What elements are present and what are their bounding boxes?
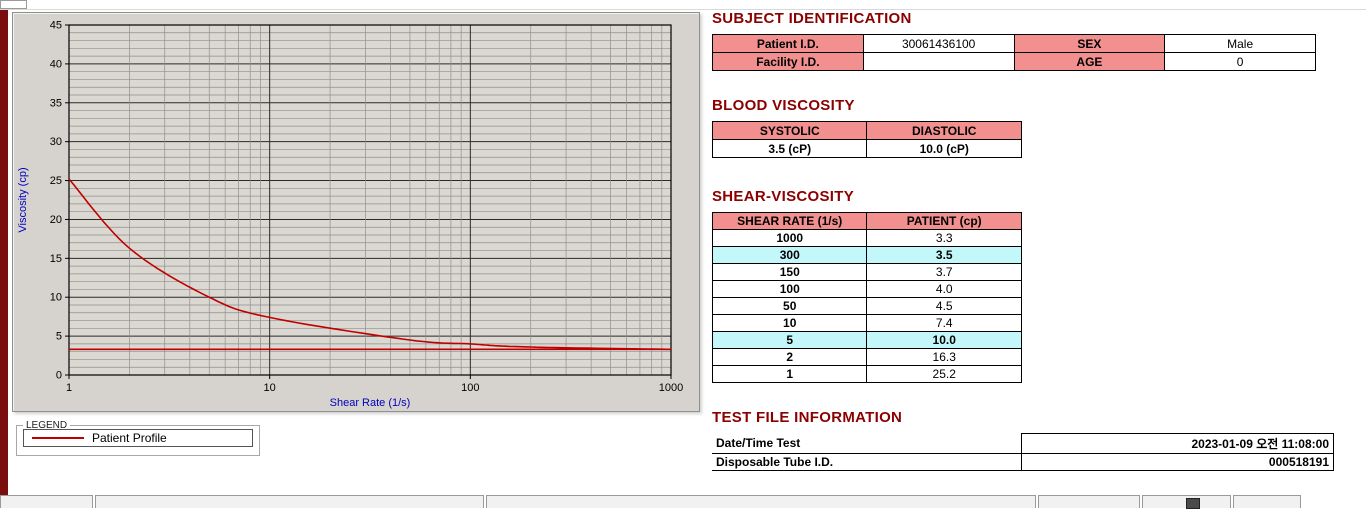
patient-value-cell: 4.0 [866,280,1022,298]
subject-identification-table: Patient I.D. 30061436100 SEX Male Facili… [712,34,1316,71]
viscosity-chart-panel: 0 5 10 15 20 25 30 35 40 45 1 10 100 1000 Shear Rate (… [12,12,700,412]
test-file-table: Date/Time Test 2023-01-09 오전 11:08:00 Di… [712,433,1334,471]
top-left-notch [0,0,27,9]
legend-title: LEGEND [26,420,68,431]
bottom-toolbar [0,495,1366,509]
left-accent-bar [0,10,8,508]
patient-value-cell: 3.5 [866,246,1022,264]
patient-value-cell: 10.0 [866,331,1022,349]
svg-text:25: 25 [50,175,62,187]
table-row: Patient I.D. 30061436100 SEX Male [712,34,1316,53]
svg-text:35: 35 [50,97,62,109]
shear-rate-cell: 2 [711,348,868,366]
diastolic-value: 10.0 (cP) [866,139,1022,158]
shear-rate-cell: 300 [711,246,868,264]
shear-rate-header: SHEAR RATE (1/s) [711,212,868,230]
patient-value-cell: 25.2 [866,365,1022,383]
legend-group: LEGEND Patient Profile [16,420,260,456]
blood-viscosity-table: SYSTOLIC DIASTOLIC 3.5 (cP) 10.0 (cP) [711,121,1022,158]
legend-entry-label: Patient Profile [92,431,167,445]
patient-value-cell: 7.4 [866,314,1022,332]
svg-text:0: 0 [56,370,62,382]
shear-rate-cell: 1000 [711,229,868,247]
table-row: 150 3.7 [711,263,1022,281]
svg-text:100: 100 [461,382,479,394]
table-row: 1 25.2 [711,365,1022,383]
svg-text:15: 15 [50,253,62,265]
systolic-header: SYSTOLIC [711,121,868,140]
toolbar-button[interactable] [1142,495,1231,509]
svg-text:1: 1 [66,382,72,394]
svg-text:Viscosity (cp): Viscosity (cp) [17,167,29,232]
viscosity-chart-svg: 0 5 10 15 20 25 30 35 40 45 1 10 100 1000 Shear Rate (… [17,20,683,410]
svg-text:1000: 1000 [659,382,683,394]
patient-id-label: Patient I.D. [712,34,864,53]
table-row: Facility I.D. AGE 0 [712,52,1316,71]
shear-rate-cell: 50 [711,297,868,315]
shear-rate-cell: 10 [711,314,868,332]
svg-text:Shear Rate (1/s): Shear Rate (1/s) [330,397,411,409]
svg-text:45: 45 [50,20,62,32]
disposable-tube-id-value: 000518191 [1021,453,1334,471]
toolbar-button[interactable] [486,495,1036,508]
svg-text:10: 10 [264,382,276,394]
svg-text:5: 5 [56,331,62,343]
toolbar-dark-icon[interactable] [1186,498,1200,509]
right-column: SUBJECT IDENTIFICATION Patient I.D. 3006… [711,10,1336,471]
toolbar-button[interactable] [95,495,484,508]
patient-value-cell: 4.5 [866,297,1022,315]
shear-rate-cell: 150 [711,263,868,281]
svg-text:10: 10 [50,292,62,304]
legend-entry: Patient Profile [23,429,253,447]
subject-identification-title: SUBJECT IDENTIFICATION [712,10,912,27]
age-label: AGE [1013,52,1166,71]
table-header-row: SHEAR RATE (1/s) PATIENT (cp) [711,212,1022,230]
shear-rate-cell: 100 [711,280,868,298]
shear-rate-cell: 1 [711,365,868,383]
shear-viscosity-title: SHEAR-VISCOSITY [712,188,855,205]
blood-viscosity-title: BLOOD VISCOSITY [712,97,855,114]
table-row: 100 4.0 [711,280,1022,298]
systolic-value: 3.5 (cP) [711,139,868,158]
svg-text:30: 30 [50,136,62,148]
shear-viscosity-table: SHEAR RATE (1/s) PATIENT (cp) 1000 3.3 30… [711,212,1022,383]
toolbar-button[interactable] [1233,495,1301,508]
patient-value-cell: 3.7 [866,263,1022,281]
table-row: 50 4.5 [711,297,1022,315]
shear-rate-cell: 5 [711,331,868,349]
toolbar-button[interactable] [0,495,93,508]
patient-value-cell: 16.3 [866,348,1022,366]
sex-label: SEX [1013,34,1166,53]
diastolic-header: DIASTOLIC [866,121,1022,140]
disposable-tube-id-label: Disposable Tube I.D. [712,453,1023,471]
table-row: 3.5 (cP) 10.0 (cP) [711,139,1022,158]
date-time-test-value: 2023-01-09 오전 11:08:00 [1021,433,1334,454]
table-row: SYSTOLIC DIASTOLIC [711,121,1022,140]
test-file-information-title: TEST FILE INFORMATION [712,409,903,426]
table-row: 5 10.0 [711,331,1022,349]
table-row: Date/Time Test 2023-01-09 오전 11:08:00 [712,433,1334,454]
age-value: 0 [1164,52,1316,71]
svg-text:20: 20 [50,214,62,226]
table-row: 2 16.3 [711,348,1022,366]
date-time-test-label: Date/Time Test [712,433,1023,454]
top-strip [0,0,1366,10]
patient-cp-header: PATIENT (cp) [866,212,1022,230]
table-row: 300 3.5 [711,246,1022,264]
table-row: 10 7.4 [711,314,1022,332]
patient-id-value: 30061436100 [862,34,1015,53]
table-row: Disposable Tube I.D. 000518191 [712,453,1334,471]
facility-id-value [862,52,1015,71]
patient-value-cell: 3.3 [866,229,1022,247]
legend-line-sample-icon [32,437,84,439]
facility-id-label: Facility I.D. [712,52,864,71]
table-row: 1000 3.3 [711,229,1022,247]
svg-text:40: 40 [50,58,62,70]
sex-value: Male [1164,34,1316,53]
toolbar-button[interactable] [1038,495,1140,508]
